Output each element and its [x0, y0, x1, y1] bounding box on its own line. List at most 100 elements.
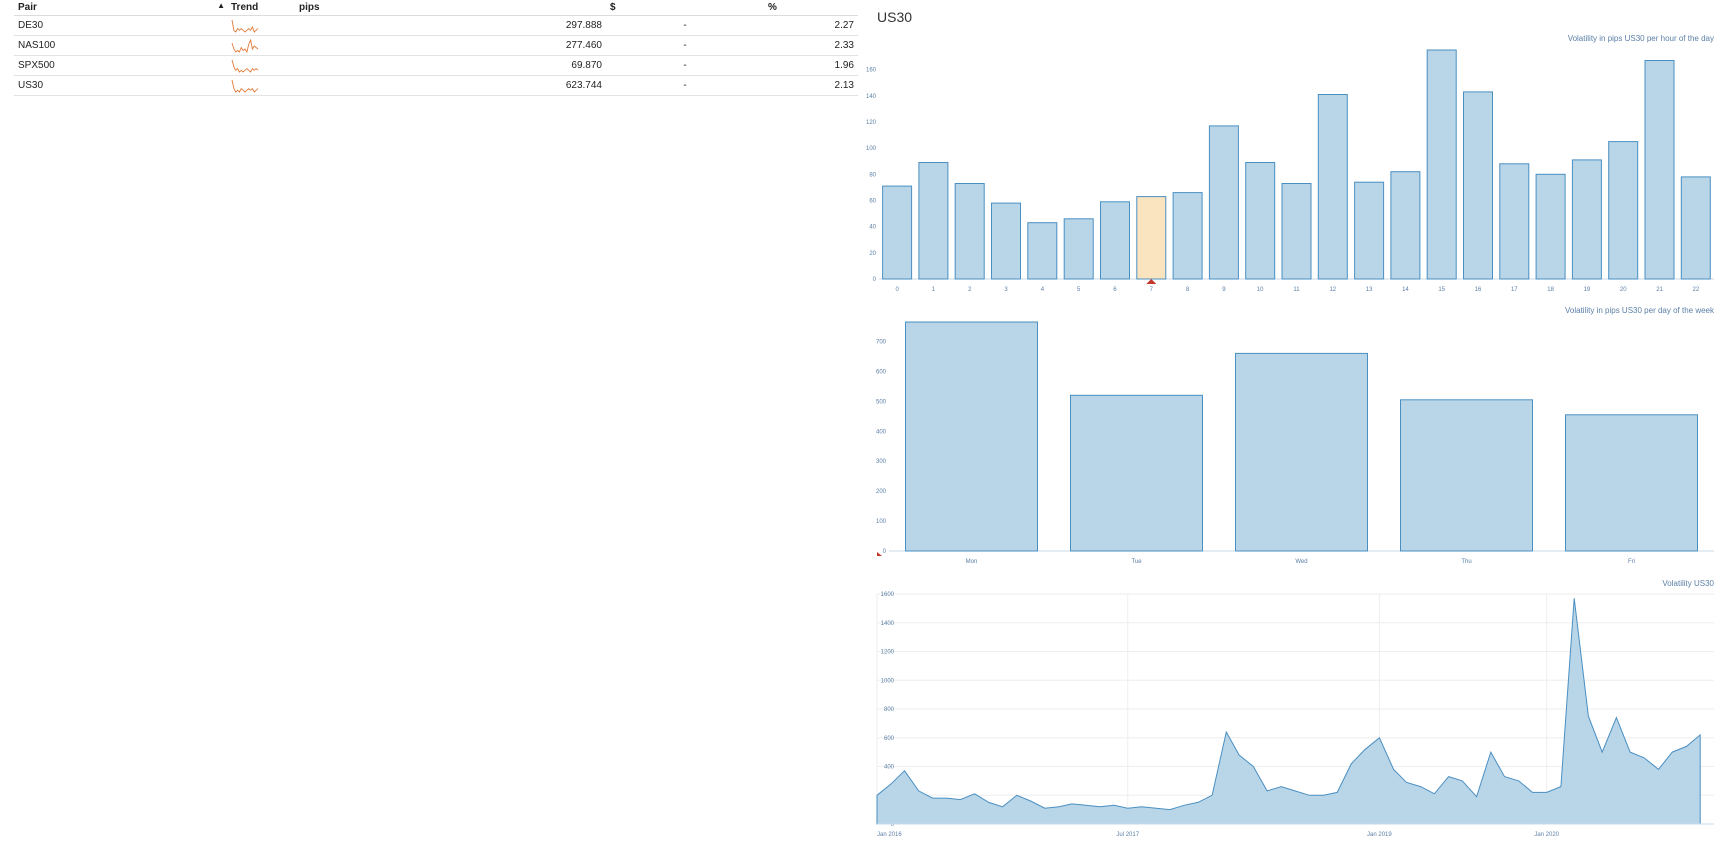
bar-Mon [905, 321, 1038, 552]
x-tick-label: 1 [932, 287, 936, 293]
dollar-cell: - [606, 35, 764, 56]
chart-title: Volatility in pips US30 per hour of the … [1568, 34, 1714, 43]
x-tick-label: 22 [1693, 287, 1700, 293]
y-tick-label: 600 [876, 369, 887, 375]
x-tick-label: 9 [1222, 287, 1226, 293]
table-row[interactable]: SPX500 69.870-1.96 [14, 55, 858, 76]
pair-cell[interactable]: SPX500 [14, 55, 227, 76]
trend-cell [227, 75, 295, 96]
x-tick-label: Jan 2019 [1367, 832, 1392, 838]
y-tick-label: 60 [869, 198, 876, 204]
x-tick-label: 12 [1329, 287, 1336, 293]
trend-line [231, 38, 259, 53]
x-tick-label: 10 [1257, 287, 1264, 293]
dollar-cell: - [606, 55, 764, 76]
y-tick-label: 1200 [881, 650, 895, 656]
pair-cell[interactable]: NAS100 [14, 35, 227, 56]
y-tick-label: 1000 [881, 678, 895, 684]
bar-18 [1535, 173, 1566, 280]
y-tick-label: 100 [866, 146, 877, 152]
y-tick-label: 1400 [881, 621, 895, 627]
pair-cell[interactable]: DE30 [14, 15, 227, 36]
x-tick-label: 6 [1113, 287, 1117, 293]
column-header-pair[interactable]: Pair ▲ [14, 0, 227, 16]
x-tick-label: 16 [1475, 287, 1482, 293]
y-tick-label: 400 [884, 765, 895, 771]
symbol-details-panel: US30 Volatility in pips US30 per hour of… [866, 0, 1718, 861]
column-header-pair-label: Pair [18, 2, 37, 13]
column-header-trend[interactable]: Trend [227, 0, 295, 16]
x-tick-label: Mon [966, 559, 978, 565]
bar-Wed [1235, 352, 1368, 552]
percent-cell: 2.33 [764, 35, 858, 56]
bar-Thu [1400, 399, 1533, 552]
y-tick-label: 800 [884, 707, 895, 713]
hourly-volatility-chart: Volatility in pips US30 per hour of the … [866, 34, 1714, 293]
table-row[interactable]: DE30 297.888-2.27 [14, 15, 858, 36]
bar-13 [1354, 181, 1385, 280]
x-tick-label: Wed [1295, 559, 1307, 565]
y-tick-label: 500 [876, 399, 887, 405]
bar-20 [1608, 141, 1639, 280]
column-header-pips[interactable]: pips [295, 0, 606, 16]
bar-2 [954, 183, 985, 280]
trend-cell [227, 15, 295, 36]
table-row[interactable]: US30 623.744-2.13 [14, 75, 858, 96]
trend-line [231, 59, 259, 73]
bar-8 [1172, 192, 1203, 280]
column-header-dollar[interactable]: $ [606, 0, 764, 16]
volatility-history-chart: Volatility US300200400600800100012001400… [876, 579, 1715, 838]
table-row[interactable]: NAS100 277.460-2.33 [14, 35, 858, 56]
x-tick-label: 11 [1293, 287, 1300, 293]
trend-sparkline [231, 59, 259, 73]
pips-cell: 69.870 [295, 55, 606, 76]
y-tick-label: 20 [869, 251, 876, 257]
x-tick-label: 18 [1547, 287, 1554, 293]
chart-title: Volatility in pips US30 per day of the w… [1565, 306, 1715, 315]
pair-cell[interactable]: US30 [14, 75, 227, 96]
y-tick-label: 140 [866, 94, 877, 100]
symbol-title: US30 [877, 9, 913, 25]
x-tick-label: 0 [895, 287, 899, 293]
table-header-row: Pair ▲ Trend pips $ % [14, 0, 858, 16]
pips-cell: 297.888 [295, 15, 606, 36]
trend-line [231, 79, 259, 93]
chart-title: Volatility US30 [1662, 579, 1714, 588]
trend-sparkline [231, 19, 259, 33]
bar-9 [1208, 125, 1239, 280]
column-header-percent[interactable]: % [764, 0, 858, 16]
bar-5 [1063, 218, 1094, 280]
x-tick-label: Thu [1461, 559, 1471, 565]
percent-cell: 2.27 [764, 15, 858, 36]
trend-sparkline [231, 79, 259, 93]
x-tick-label: Fri [1628, 559, 1635, 565]
y-tick-label: 0 [883, 549, 887, 555]
y-tick-label: 80 [869, 172, 876, 178]
y-tick-label: 0 [891, 822, 895, 828]
x-tick-label: 4 [1041, 287, 1045, 293]
percent-cell: 1.96 [764, 55, 858, 76]
pips-cell: 623.744 [295, 75, 606, 96]
y-tick-label: 400 [876, 429, 887, 435]
bar-15 [1426, 49, 1457, 280]
bar-0 [882, 185, 913, 280]
pips-cell: 277.460 [295, 35, 606, 56]
bar-1 [918, 162, 949, 280]
x-tick-label: Jan 2016 [877, 832, 902, 838]
bar-17 [1499, 163, 1530, 280]
y-tick-label: 120 [866, 120, 877, 126]
x-tick-label: 2 [968, 287, 972, 293]
percent-cell: 2.13 [764, 75, 858, 96]
y-tick-label: 0 [873, 277, 877, 283]
dollar-cell: - [606, 15, 764, 36]
y-tick-label: 600 [884, 736, 895, 742]
bar-7 [1136, 196, 1167, 280]
y-tick-label: 300 [876, 459, 887, 465]
bar-Tue [1070, 394, 1203, 552]
trend-sparkline [231, 38, 259, 53]
sort-arrow-icon[interactable]: ▲ [217, 1, 225, 10]
x-tick-label: 20 [1620, 287, 1627, 293]
y-tick-label: 160 [866, 68, 877, 74]
bar-11 [1281, 183, 1312, 280]
x-tick-label: Tue [1131, 559, 1142, 565]
